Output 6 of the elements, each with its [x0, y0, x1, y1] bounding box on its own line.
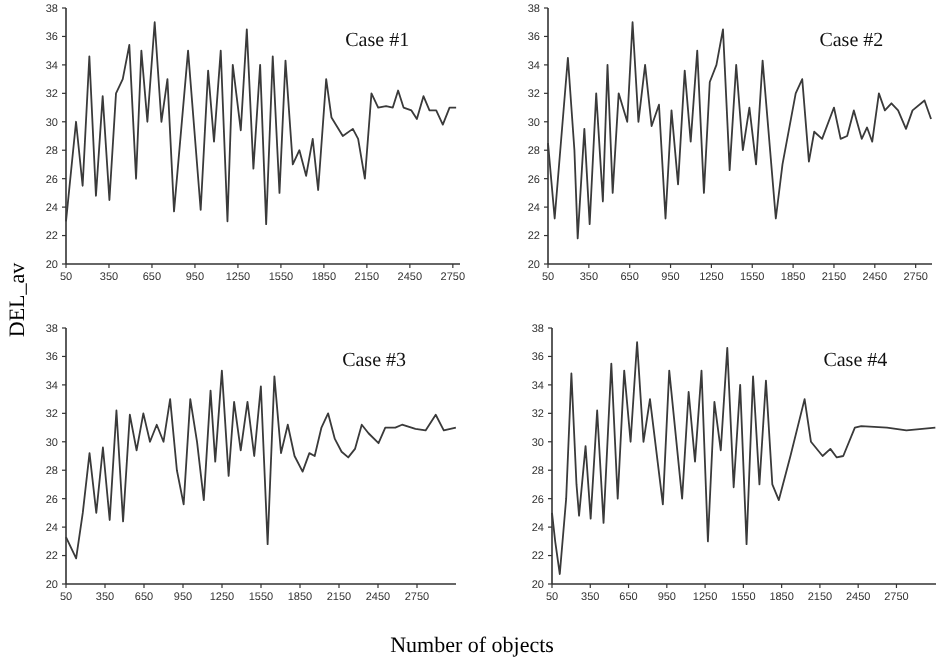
text: Case #4 — [823, 350, 888, 372]
text: Case #3 — [342, 350, 407, 372]
y-axis-title: DEL_av — [6, 261, 30, 338]
text: Case #1 — [345, 30, 410, 52]
x-axis-title: Number of objects — [390, 634, 554, 658]
text: Case #2 — [819, 30, 884, 52]
